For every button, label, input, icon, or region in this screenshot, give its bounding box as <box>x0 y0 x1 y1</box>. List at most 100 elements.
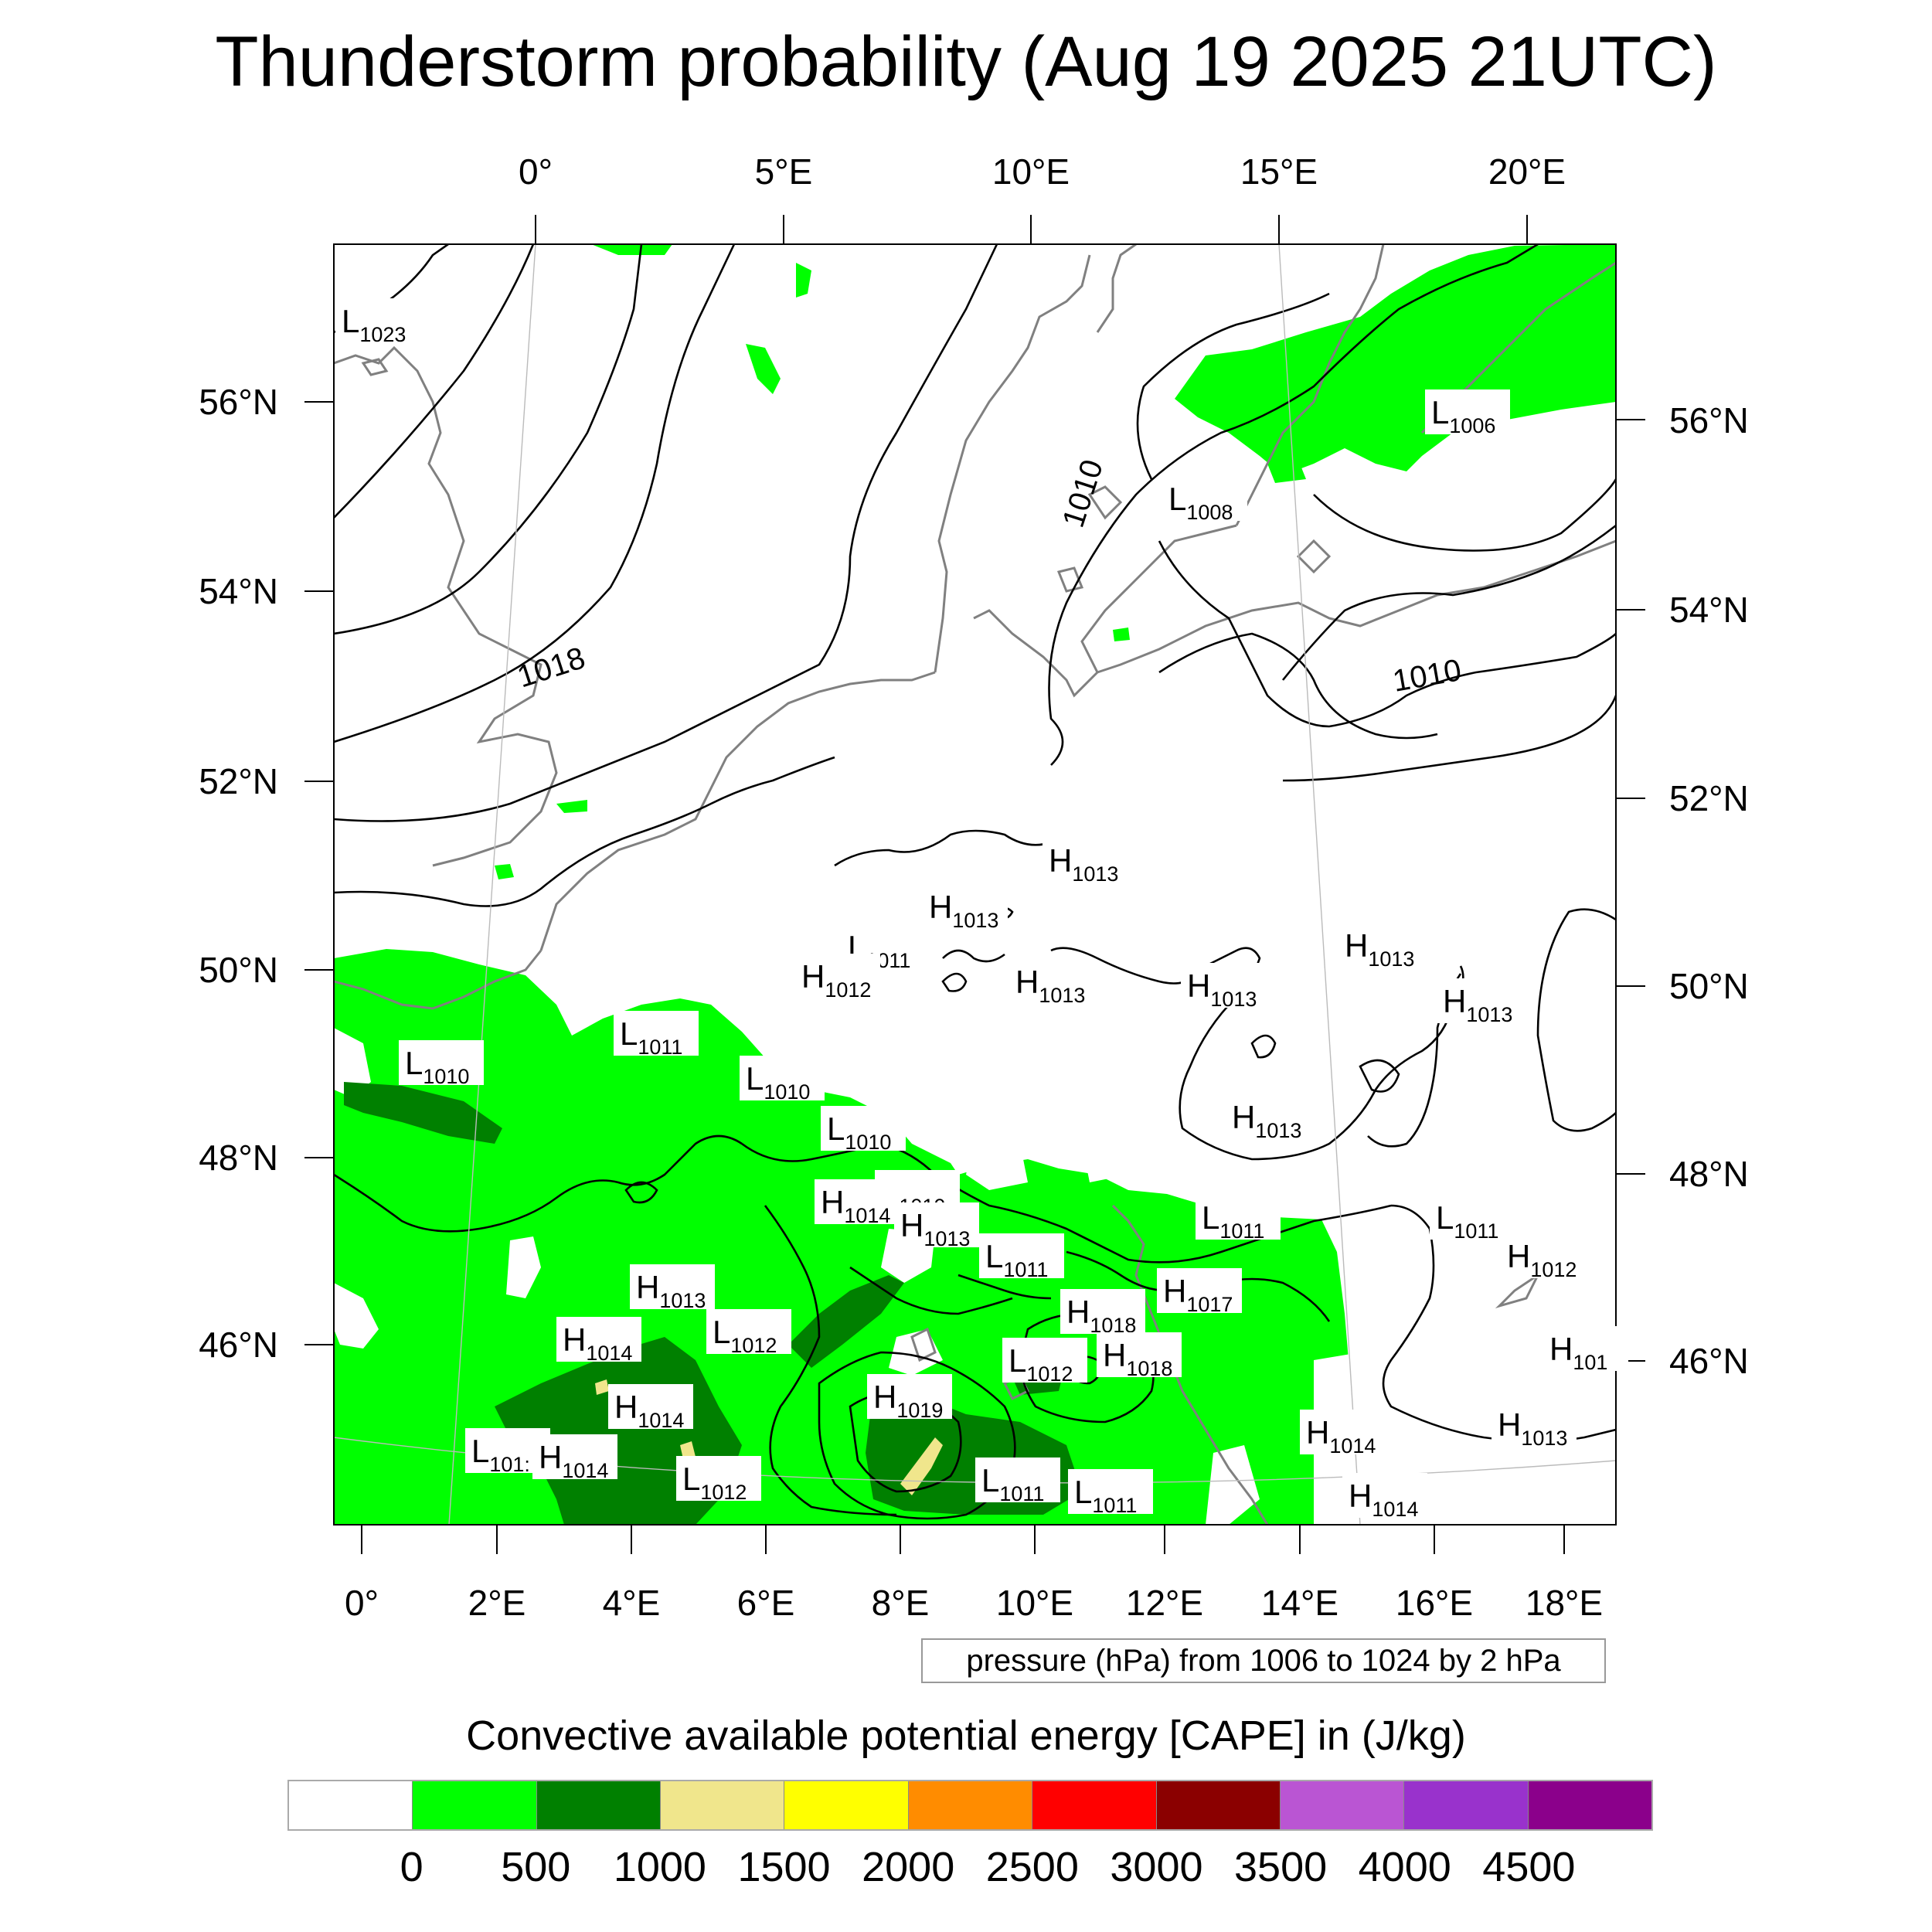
colorbar-segment <box>661 1781 785 1829</box>
high-pressure-label: H1013 <box>636 1269 706 1312</box>
colorbar-segment <box>1156 1781 1281 1829</box>
low-pressure-label: L1008 <box>1168 481 1233 524</box>
colorbar-segment <box>1404 1781 1529 1829</box>
top-lon-label: 15°E <box>1240 151 1318 192</box>
colorbar-tick-label: 500 <box>501 1844 571 1890</box>
axis-ticks <box>304 215 1645 1554</box>
map-title: Thunderstorm probability (Aug 19 2025 21… <box>215 22 1717 101</box>
top-lon-label: 10°E <box>992 151 1070 192</box>
pressure-center-bg <box>1300 1410 1385 1454</box>
top-lon-labels: 0° 5°E 10°E 15°E 20°E <box>519 151 1566 192</box>
low-pressure-label: L1010 <box>405 1045 469 1088</box>
low-pressure-label: L1011 <box>1202 1199 1264 1243</box>
colorbar-segment <box>1528 1781 1651 1829</box>
low-pressure-label: L1012 <box>682 1461 747 1504</box>
high-pressure-label: H1014 <box>614 1389 684 1432</box>
pressure-center-bg <box>1043 838 1128 883</box>
pressure-center-bg <box>1226 1094 1311 1139</box>
map-frame <box>333 243 1617 1526</box>
high-pressure-label: H1019 <box>873 1379 943 1422</box>
high-pressure-label: H1013 <box>900 1207 970 1250</box>
left-lat-label: 54°N <box>199 571 278 611</box>
pressure-center-bg <box>556 1317 641 1362</box>
high-pressure-label: H1012 <box>1507 1238 1577 1281</box>
bottom-lon-label: 0° <box>345 1583 379 1623</box>
pressure-center-bg <box>1338 923 1423 968</box>
pressure-center-bg <box>740 1056 825 1100</box>
pressure-center-bg <box>894 1202 979 1247</box>
colorbar-tick-label: 3500 <box>1234 1844 1328 1890</box>
right-lat-label: 56°N <box>1669 400 1749 440</box>
cape-legend-title: Convective available potential energy [C… <box>466 1713 1466 1759</box>
low-pressure-label: L1011 <box>1436 1199 1498 1243</box>
high-pressure-label: H1014 <box>821 1184 890 1227</box>
low-pressure-label: L1012 <box>713 1314 777 1357</box>
high-pressure-label: H1012 <box>801 958 871 1002</box>
low-pressure-label: L1010 <box>827 1111 891 1154</box>
pressure-center-bg <box>1492 1402 1577 1447</box>
pressure-center-bg <box>1543 1326 1628 1371</box>
high-pressure-label: H1013 <box>929 889 998 932</box>
high-pressure-label: H1014 <box>563 1321 632 1365</box>
right-lat-label: 54°N <box>1669 590 1749 630</box>
colorbar-tick-label: 2500 <box>985 1844 1079 1890</box>
left-lat-label: 52°N <box>199 761 278 801</box>
low-pressure-label: L1012 <box>1009 1342 1073 1386</box>
left-lat-label: 46°N <box>199 1325 278 1365</box>
top-lon-label: 0° <box>519 151 553 192</box>
pressure-center-bg <box>1157 1268 1242 1313</box>
pressure-center-bg <box>399 1040 484 1085</box>
pressure-center-bg <box>1181 963 1266 1008</box>
low-pressure-label: L1011 <box>1074 1474 1137 1517</box>
bottom-lon-label: 16°E <box>1396 1583 1473 1623</box>
colorbar-segment <box>784 1781 909 1829</box>
pressure-center-bg <box>975 1458 1060 1502</box>
right-lat-label: 46°N <box>1669 1341 1749 1381</box>
pressure-center-bg <box>532 1434 617 1479</box>
colorbar-segment <box>413 1781 537 1829</box>
low-pressure-label: L101: <box>471 1433 530 1476</box>
colorbar-segment <box>908 1781 1033 1829</box>
high-pressure-label: H1014 <box>1306 1414 1376 1458</box>
right-lat-label: 52°N <box>1669 778 1749 818</box>
pressure-center-bg <box>795 954 880 998</box>
left-lat-label: 48°N <box>199 1138 278 1178</box>
colorbar-tick-label: 4000 <box>1358 1844 1451 1890</box>
colorbar-segment <box>1280 1781 1405 1829</box>
pressure-center-bg <box>614 1011 699 1056</box>
bottom-lon-labels: 0° 2°E 4°E 6°E 8°E 10°E 12°E 14°E 16°E 1… <box>345 1583 1603 1623</box>
colorbar-tick-label: 0 <box>400 1844 423 1890</box>
pressure-center-bg <box>1196 1195 1281 1240</box>
low-pressure-label: L1011 <box>985 1238 1048 1281</box>
high-pressure-label: H101 <box>1549 1331 1607 1374</box>
right-lat-labels: 56°N 54°N 52°N 50°N 48°N 46°N <box>1669 400 1749 1381</box>
pressure-center-bg <box>1162 476 1247 521</box>
colorbar-segment <box>536 1781 662 1829</box>
pressure-center-bg <box>1342 1473 1427 1518</box>
bottom-lon-label: 6°E <box>737 1583 795 1623</box>
bottom-lon-label: 14°E <box>1261 1583 1338 1623</box>
cape-field-gaps <box>334 1028 1368 1525</box>
left-lat-labels: 56°N 54°N 52°N 50°N 48°N 46°N <box>199 382 278 1365</box>
pressure-center-bg <box>1425 389 1510 434</box>
bottom-lon-label: 10°E <box>996 1583 1073 1623</box>
colorbar-tick-label: 1500 <box>737 1844 831 1890</box>
pressure-center-bg <box>1060 1289 1145 1334</box>
colorbar-segment <box>289 1781 413 1829</box>
colorbar-tick-label: 3000 <box>1110 1844 1203 1890</box>
bottom-lon-label: 2°E <box>468 1583 526 1623</box>
bottom-lon-label: 8°E <box>872 1583 930 1623</box>
right-lat-label: 48°N <box>1669 1154 1749 1194</box>
pressure-center-bg <box>630 1264 715 1309</box>
pressure-center-bg <box>1002 1338 1087 1383</box>
high-pressure-label: H1018 <box>1103 1337 1172 1380</box>
low-pressure-label: L1011 <box>981 1462 1044 1505</box>
pressure-center-bg <box>1501 1233 1586 1278</box>
cape-colorbar <box>287 1780 1653 1831</box>
bottom-lon-label: 18°E <box>1526 1583 1603 1623</box>
pressure-center-bg <box>1437 978 1522 1023</box>
high-pressure-label: H1013 <box>1187 968 1257 1011</box>
pressure-center-bg <box>335 298 420 343</box>
